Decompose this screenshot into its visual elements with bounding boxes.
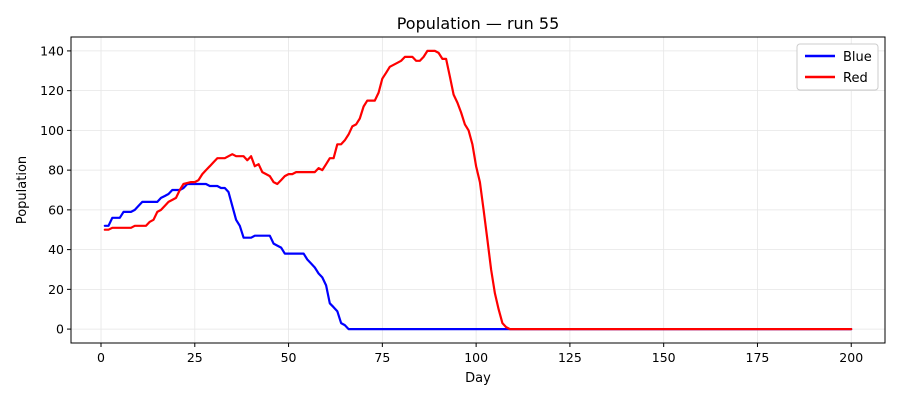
y-axis-label: Population [15, 156, 30, 224]
legend: Blue Red [796, 43, 879, 91]
series-line-red [103, 49, 853, 331]
chart-title: Population — run 55 [397, 14, 560, 33]
x-tick-label: 100 [464, 350, 488, 365]
x-axis-label: Day [465, 371, 491, 386]
x-tick-label: 150 [652, 350, 676, 365]
y-tick-label: 40 [48, 242, 64, 257]
series-layer [103, 49, 853, 331]
y-tick-label: 60 [48, 202, 64, 217]
x-ticks: 0 25 50 75 100 125 150 175 200 [97, 343, 863, 365]
x-tick-label: 0 [97, 350, 105, 365]
y-ticks: 0 20 40 60 80 100 120 140 [40, 43, 71, 337]
x-tick-label: 50 [281, 350, 297, 365]
plot-frame [70, 36, 886, 344]
y-tick-label: 20 [48, 282, 64, 297]
x-tick-label: 175 [746, 350, 770, 365]
x-tick-label: 75 [374, 350, 390, 365]
y-tick-label: 120 [40, 83, 64, 98]
legend-label-blue: Blue [843, 50, 872, 65]
legend-label-red: Red [843, 71, 868, 86]
x-tick-label: 125 [558, 350, 582, 365]
y-tick-label: 80 [48, 163, 64, 178]
series-line-blue [103, 182, 853, 331]
y-tick-label: 100 [40, 123, 64, 138]
y-tick-label: 0 [56, 322, 64, 337]
x-tick-label: 200 [839, 350, 863, 365]
y-tick-label: 140 [40, 43, 64, 58]
x-tick-label: 25 [187, 350, 203, 365]
